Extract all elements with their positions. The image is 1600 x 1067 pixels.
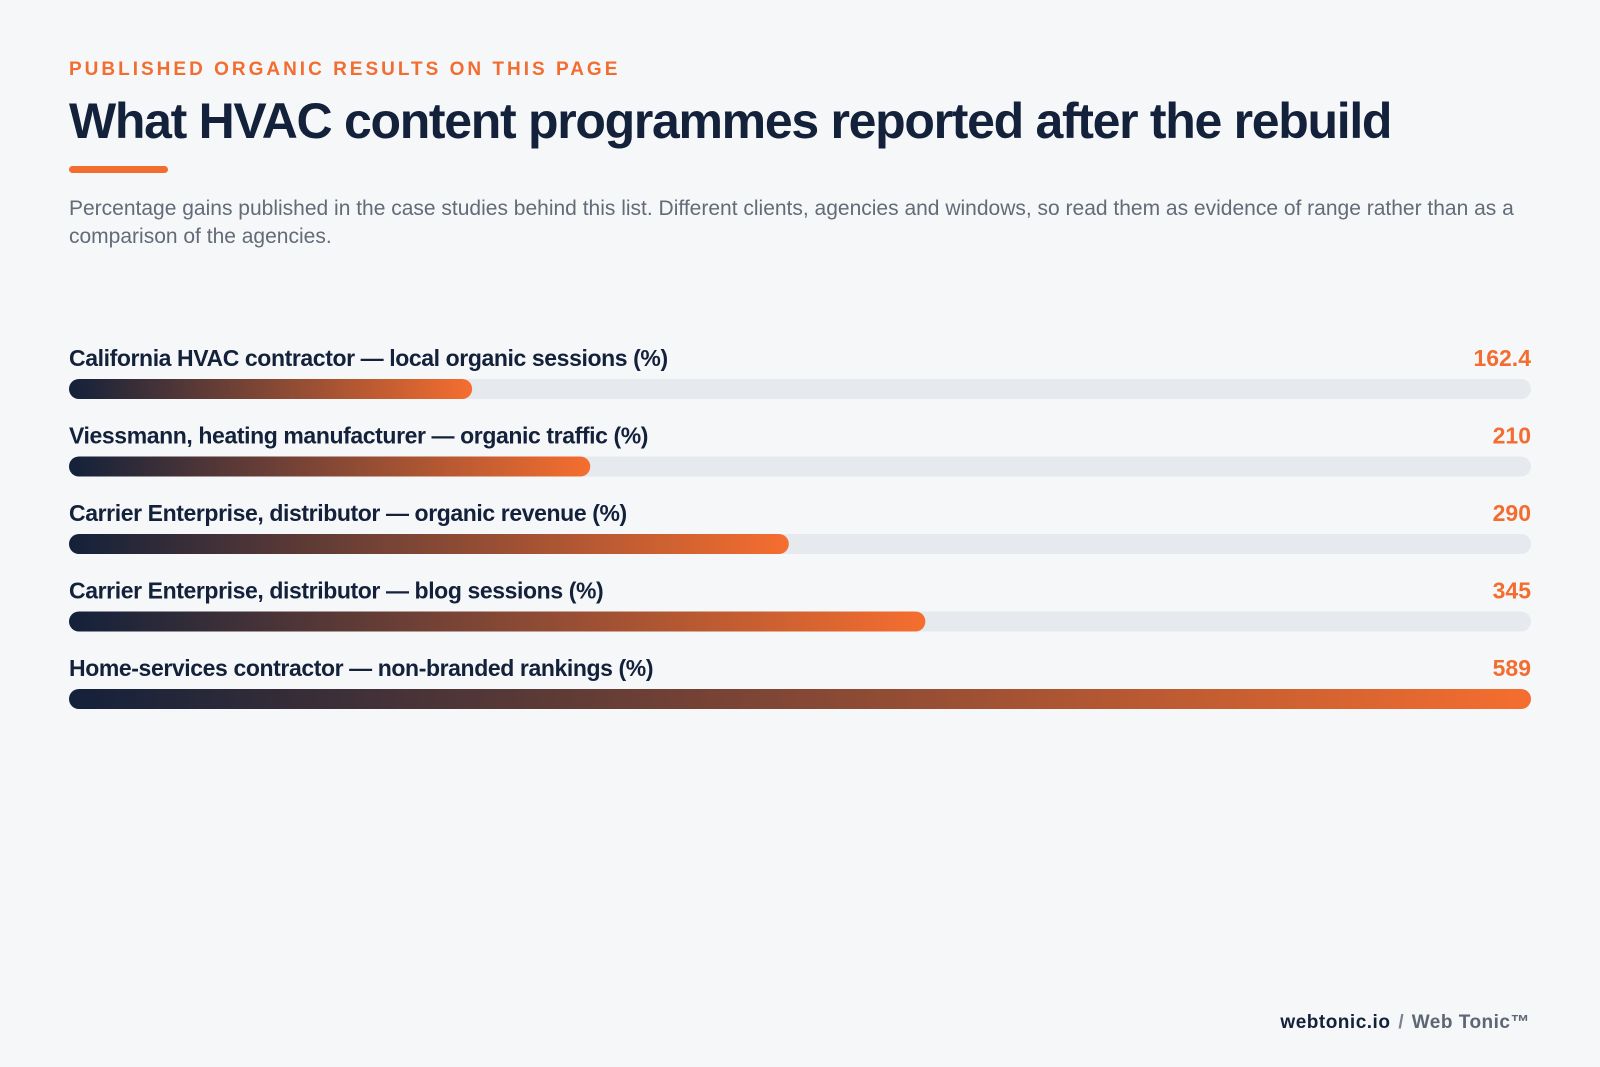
bar-row: Viessmann, heating manufacturer — organi… xyxy=(69,423,1531,477)
bar-row: Carrier Enterprise, distributor — blog s… xyxy=(69,578,1531,632)
footer-separator: / xyxy=(1398,1012,1404,1033)
footer-domain: webtonic.io xyxy=(1280,1012,1391,1033)
bar-label: Home-services contractor — non-branded r… xyxy=(69,655,653,681)
bar-label: Carrier Enterprise, distributor — blog s… xyxy=(69,578,603,604)
title-accent-rule xyxy=(69,166,168,173)
bar-row: California HVAC contractor — local organ… xyxy=(69,345,1531,399)
chart-subtitle: Percentage gains published in the case s… xyxy=(69,197,1514,248)
footer-credit: webtonic.io / Web Tonic™ xyxy=(1280,1012,1530,1034)
bar xyxy=(69,379,473,399)
bar-row: Home-services contractor — non-branded r… xyxy=(69,655,1531,709)
bar-row: Carrier Enterprise, distributor — organi… xyxy=(69,500,1531,554)
bar-value-label: 345 xyxy=(1493,578,1532,604)
eyebrow-label: PUBLISHED ORGANIC RESULTS ON THIS PAGE xyxy=(69,59,621,80)
bar-value-label: 210 xyxy=(1493,423,1531,449)
bar xyxy=(69,611,926,632)
bar-value-label: 290 xyxy=(1493,500,1531,526)
bar-value-label: 589 xyxy=(1493,655,1531,681)
bar xyxy=(69,456,591,477)
bar xyxy=(69,534,789,554)
page-title: What HVAC content programmes reported af… xyxy=(69,93,1392,149)
bar-label: Carrier Enterprise, distributor — organi… xyxy=(69,500,627,526)
bar xyxy=(69,689,1531,709)
bar-value-label: 162.4 xyxy=(1473,345,1531,371)
bar-label: Viessmann, heating manufacturer — organi… xyxy=(69,423,648,449)
bar-label: California HVAC contractor — local organ… xyxy=(69,345,668,371)
footer-brand: Web Tonic™ xyxy=(1411,1012,1530,1033)
